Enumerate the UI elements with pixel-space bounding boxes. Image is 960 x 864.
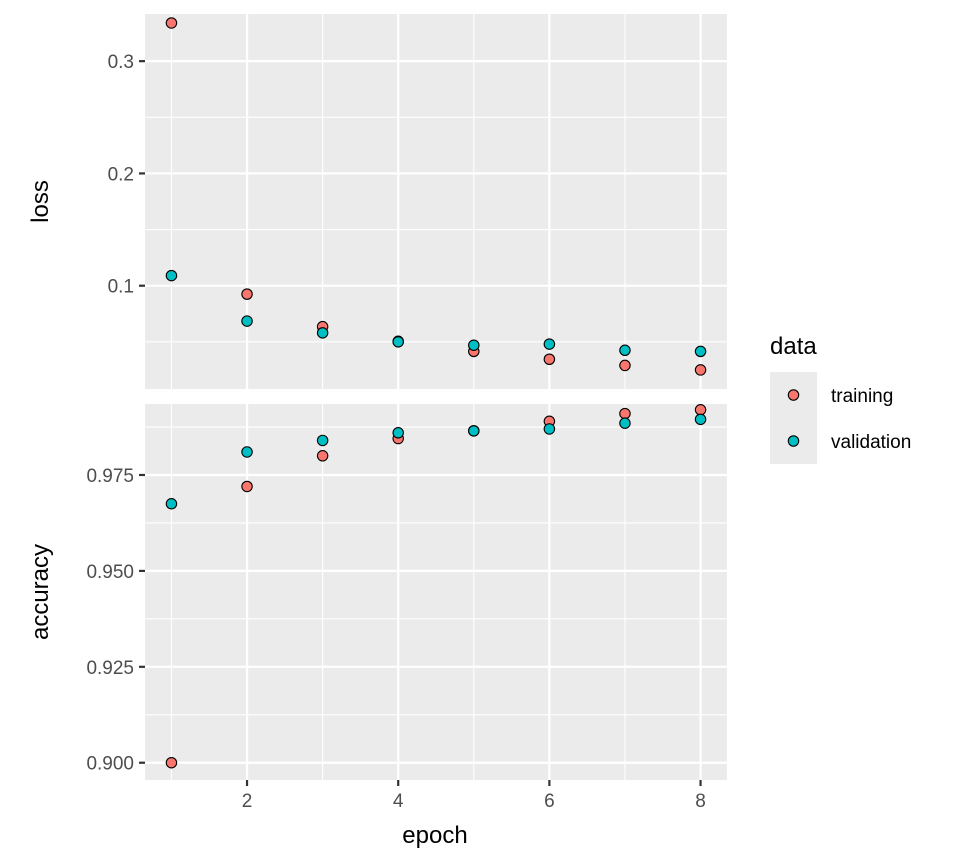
data-point-validation xyxy=(619,417,631,429)
y-axis-title-loss: loss xyxy=(27,180,54,223)
legend: data training validation xyxy=(770,333,911,464)
y-tick-label: 0.950 xyxy=(86,562,134,583)
data-point-training xyxy=(165,17,178,29)
x-axis-title: epoch xyxy=(402,822,467,849)
data-point-validation xyxy=(468,339,480,351)
legend-entry-validation: validation xyxy=(770,418,911,464)
legend-entries: training validation xyxy=(770,372,911,464)
legend-title: data xyxy=(770,333,817,360)
y-tick-label: 0.3 xyxy=(108,52,134,73)
data-point-training xyxy=(694,404,707,416)
data-point-validation xyxy=(694,345,707,358)
data-point-training xyxy=(619,407,631,420)
data-point-validation xyxy=(241,446,253,458)
panel-background xyxy=(145,404,727,780)
data-point-validation xyxy=(316,434,329,447)
y-axis-title-accuracy: accuracy xyxy=(27,544,54,640)
x-tick-label: 4 xyxy=(393,791,404,812)
legend-key-validation xyxy=(787,435,800,447)
data-point-validation xyxy=(694,413,707,426)
data-point-training xyxy=(241,288,253,300)
data-point-validation xyxy=(619,344,631,357)
panel-loss: 0.1 0.2 0.3 loss xyxy=(27,14,727,389)
data-point-validation xyxy=(392,427,404,439)
data-point-training xyxy=(694,364,707,376)
x-tick-label: 6 xyxy=(544,791,555,812)
x-tick-label: 8 xyxy=(695,791,706,812)
y-tick-label: 0.925 xyxy=(86,658,134,679)
data-point-validation xyxy=(543,423,556,435)
y-tick-label: 0.900 xyxy=(86,754,134,775)
legend-label-training: training xyxy=(831,386,893,407)
y-tick-label: 0.2 xyxy=(108,164,134,185)
chart-panels: 0.1 0.2 0.3 loss 0.900 0.925 0.950 0.975 accurac… xyxy=(27,14,727,812)
data-point-validation xyxy=(165,498,178,510)
data-point-training xyxy=(165,756,178,769)
y-tick-label: 0.1 xyxy=(108,277,134,298)
data-point-training xyxy=(316,450,329,462)
data-point-validation xyxy=(392,336,404,348)
data-point-validation xyxy=(316,327,329,339)
panel-background xyxy=(145,14,727,389)
data-point-validation xyxy=(543,338,556,350)
series-validation xyxy=(165,413,707,510)
series-validation xyxy=(165,269,707,358)
data-point-validation xyxy=(468,425,480,437)
data-point-training xyxy=(241,480,253,493)
y-tick-label: 0.975 xyxy=(86,466,134,487)
data-point-validation xyxy=(165,269,178,282)
data-point-validation xyxy=(241,315,253,327)
legend-entry-training: training xyxy=(770,372,893,418)
legend-key-training xyxy=(787,389,800,401)
panel-accuracy: 0.900 0.925 0.950 0.975 accuracy 2 4 6 8 xyxy=(27,404,727,812)
x-tick-label: 2 xyxy=(242,791,253,812)
legend-label-validation: validation xyxy=(831,432,911,453)
data-point-training xyxy=(619,359,631,372)
data-point-training xyxy=(543,353,556,365)
